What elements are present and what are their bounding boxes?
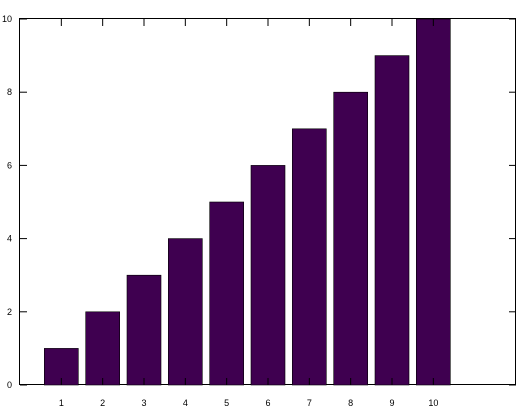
x-tick-label-4: 4 [183, 398, 188, 408]
bar-2 [85, 311, 120, 386]
y-tick-label-6: 6 [7, 160, 12, 170]
ticks-group [20, 18, 516, 386]
y-tick-label-10: 10 [2, 14, 12, 24]
bar-5 [209, 201, 244, 386]
bar-4 [168, 238, 203, 386]
x-tick-label-6: 6 [265, 398, 270, 408]
y-tick-label-8: 8 [7, 87, 12, 97]
y-tick-label-0: 0 [7, 380, 12, 390]
bar-10 [415, 18, 451, 386]
x-tick-label-8: 8 [348, 398, 353, 408]
bar-3 [126, 274, 162, 386]
x-tick-label-10: 10 [428, 398, 438, 408]
bar-8 [333, 91, 369, 386]
y-tick-label-2: 2 [7, 307, 12, 317]
x-tick-label-3: 3 [141, 398, 146, 408]
y-tick-label-4: 4 [7, 234, 12, 244]
bar-7 [291, 128, 327, 386]
x-tick-labels: 1 2 3 4 5 6 7 8 9 10 [59, 398, 439, 408]
bars-group [43, 18, 451, 386]
bar-6 [250, 165, 286, 386]
x-tick-label-1: 1 [59, 398, 64, 408]
x-tick-label-2: 2 [100, 398, 105, 408]
x-tick-label-7: 7 [307, 398, 312, 408]
bar-9 [374, 55, 410, 386]
x-tick-label-5: 5 [224, 398, 229, 408]
y-tick-labels: 0 2 4 6 8 10 [2, 14, 12, 390]
x-tick-label-9: 9 [389, 398, 394, 408]
